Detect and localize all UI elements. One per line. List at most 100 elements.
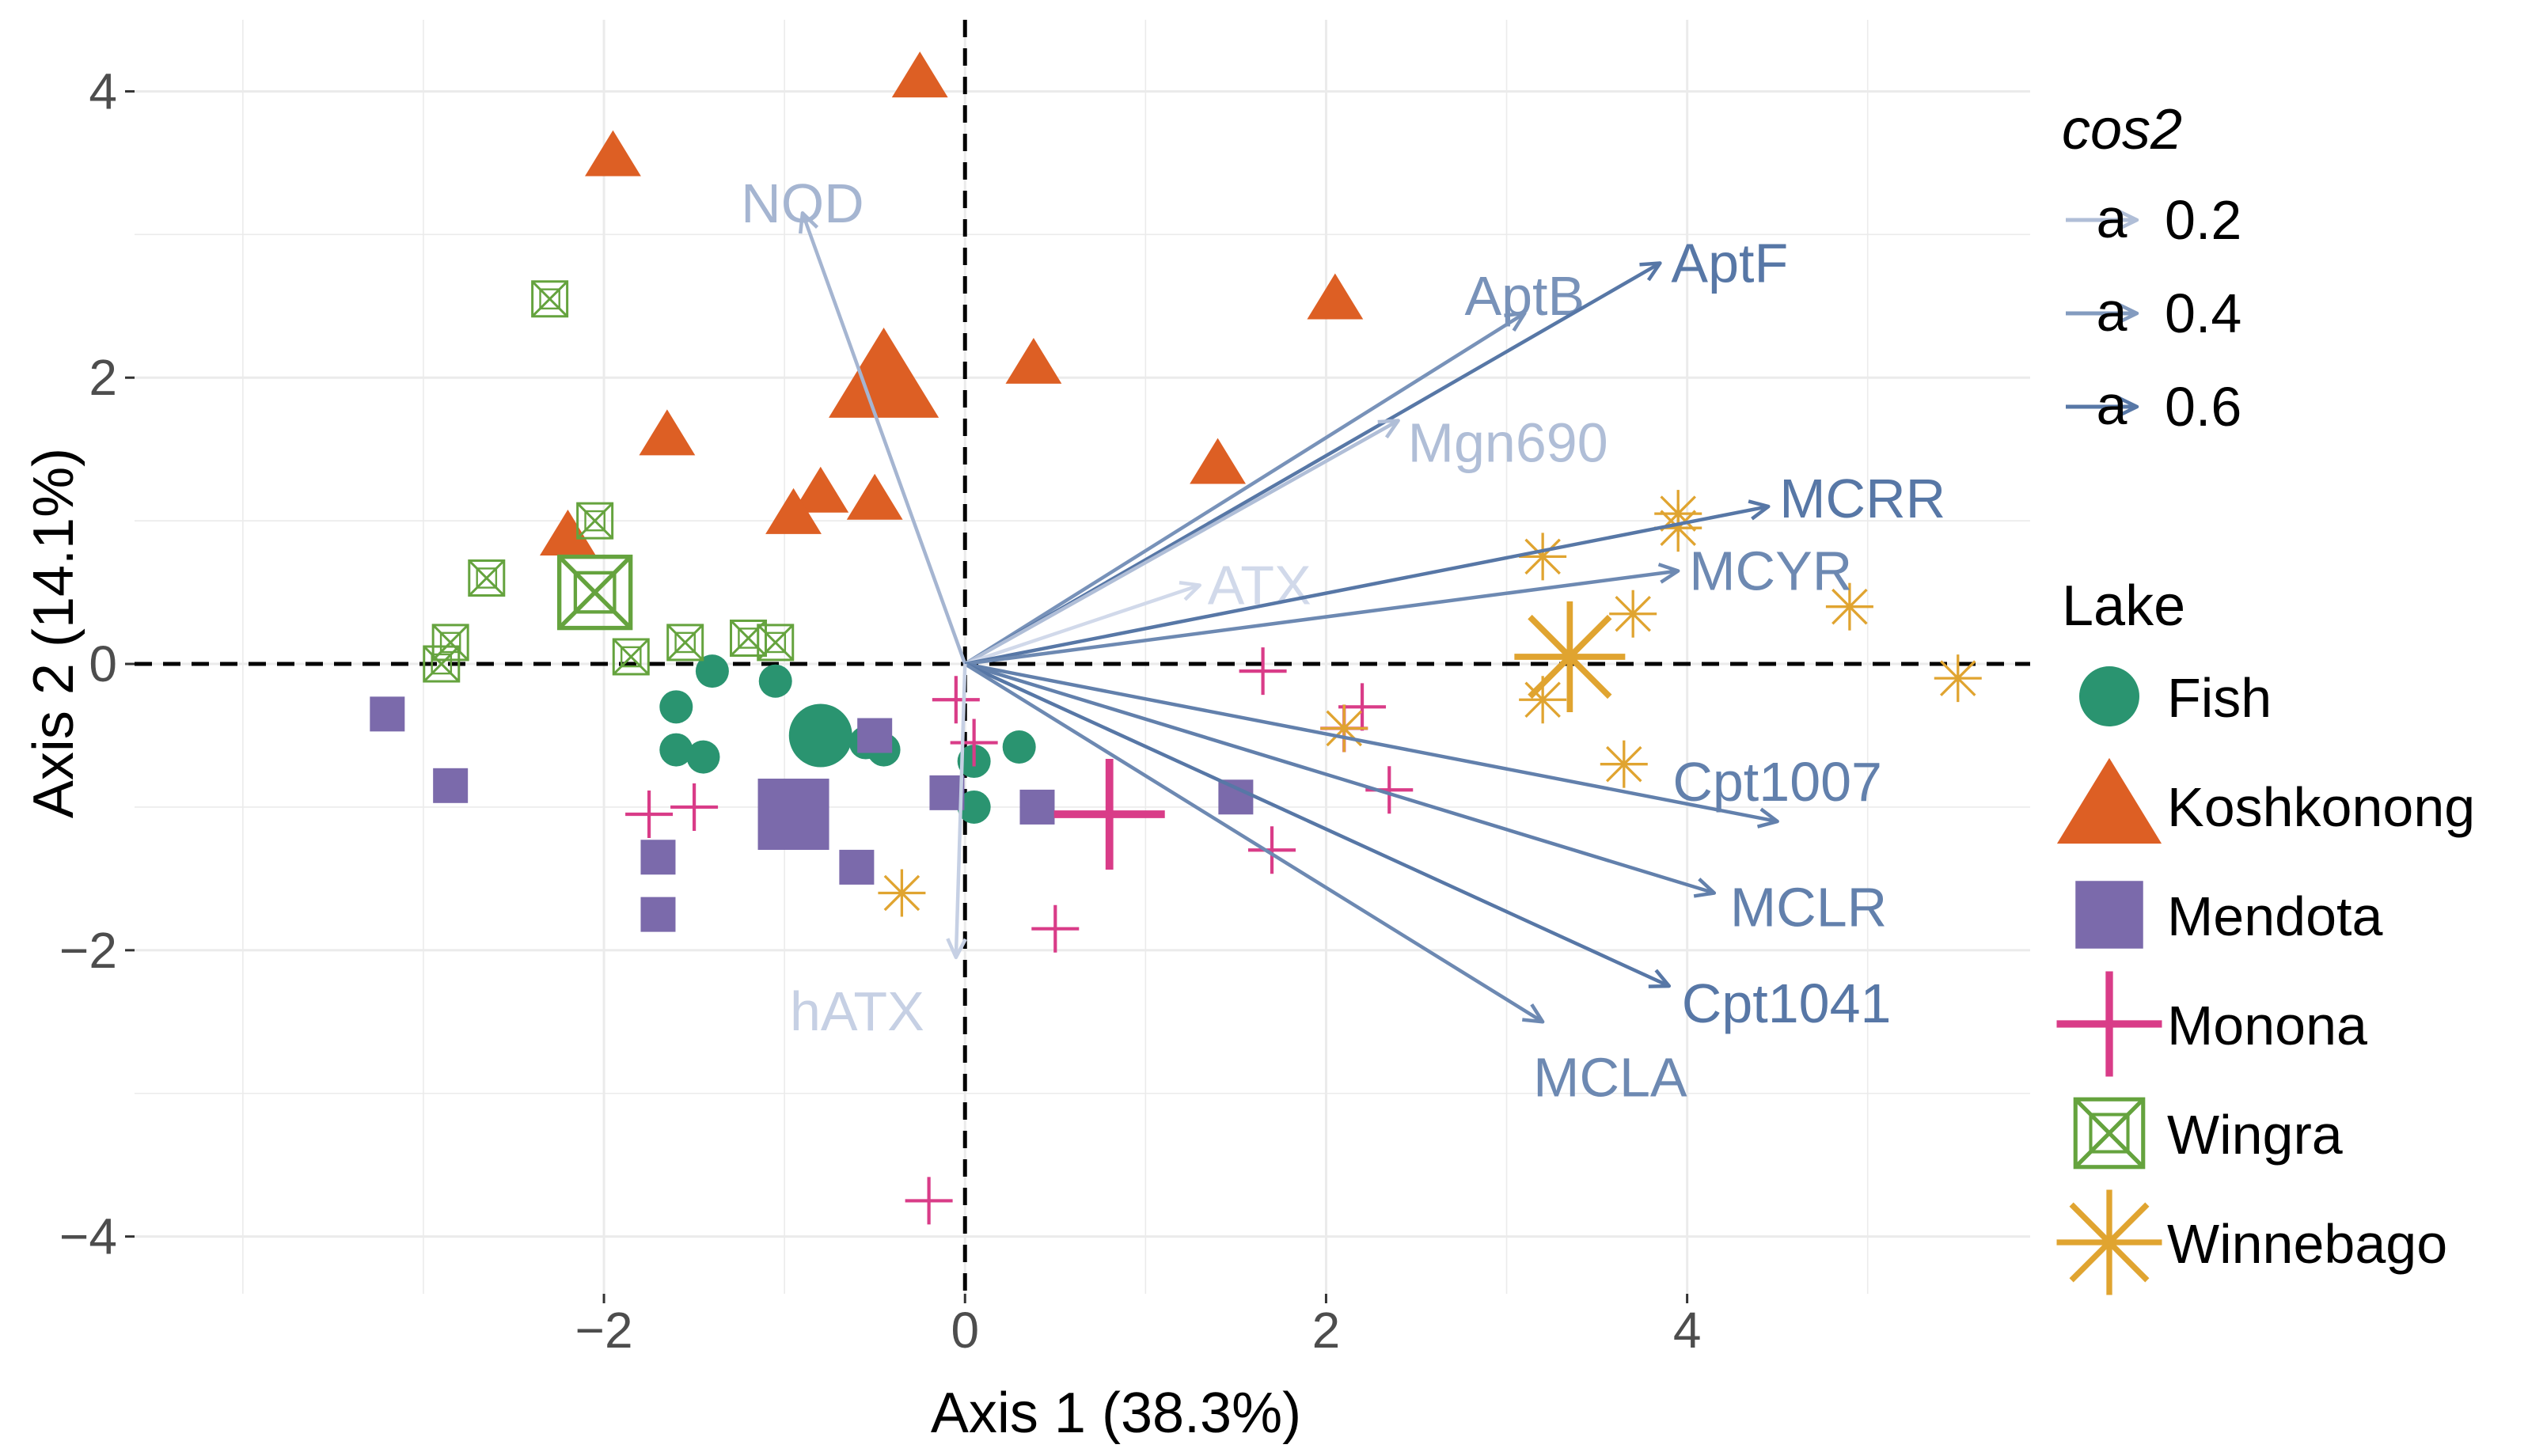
x-tick-label: 4 <box>1673 1302 1702 1359</box>
point-wingra <box>612 638 650 676</box>
vector-line-mcrr <box>964 504 1769 666</box>
point-mendota-shape <box>1218 779 1254 815</box>
vector-head-cpt1007 <box>1756 807 1779 828</box>
point-monona <box>905 1177 953 1225</box>
point-mendota <box>370 696 405 732</box>
vector-label-mcrr: MCRR <box>1779 468 1945 529</box>
point-mendota <box>929 775 965 810</box>
vector-head-mcyr <box>1657 563 1680 584</box>
x-tick-label: −2 <box>575 1302 633 1359</box>
point-wingra <box>666 624 704 662</box>
vector-hatx: hATX <box>790 663 967 1042</box>
y-tick-label: 0 <box>89 635 117 692</box>
x-tick-label: 2 <box>1312 1302 1341 1359</box>
vector-mcyr: MCYR <box>964 540 1852 666</box>
point-wingra-box <box>612 638 650 676</box>
vector-mclr: MCLR <box>964 662 1887 938</box>
centroid-wingra-inner-box <box>573 571 617 614</box>
centroid-fish-shape <box>788 703 852 768</box>
point-wingra-diag2 <box>666 624 704 661</box>
lake-legend-key-fish-shape <box>2079 666 2139 726</box>
point-monona <box>1248 826 1296 874</box>
centroid-mendota-shape <box>757 778 829 850</box>
centroid-wingra-diag2 <box>557 555 632 630</box>
point-wingra-diag2 <box>576 502 613 540</box>
point-monona <box>1031 904 1080 953</box>
point-koshkonong <box>585 130 641 176</box>
lake-legend-entry-fish: Fish <box>2079 666 2272 729</box>
lake-legend-key-winnebago-d2 <box>2069 1202 2150 1283</box>
lake-legend-label: Monona <box>2167 995 2367 1056</box>
point-koshkonong-shape <box>765 487 822 534</box>
cos2-legend-label: 0.6 <box>2165 376 2241 438</box>
y-tick-label: 2 <box>89 349 117 406</box>
lake-legend-key-winnebago <box>2056 1189 2162 1295</box>
point-mendota-shape <box>370 696 405 732</box>
y-axis-title: Axis 2 (14.1%) <box>22 448 85 818</box>
centroid-winnebago <box>1514 601 1626 712</box>
point-koshkonong <box>1190 438 1246 484</box>
lake-legend-key-fish <box>2079 666 2139 726</box>
point-fish-shape <box>957 790 991 824</box>
vector-mcla: MCLA <box>964 662 1687 1108</box>
point-mendota <box>1019 789 1055 825</box>
vector-line-mclr <box>964 662 1715 895</box>
vector-line-cpt1007 <box>964 662 1778 824</box>
point-wingra-box <box>576 502 614 540</box>
centroid-winnebago-d2 <box>1528 614 1612 700</box>
point-mendota-shape <box>1019 789 1055 825</box>
point-winnebago <box>1609 590 1657 638</box>
y-tick-label: 4 <box>89 63 117 119</box>
point-wingra-box <box>531 280 569 318</box>
point-koshkonong-shape <box>639 409 696 456</box>
point-fish <box>758 664 792 698</box>
point-winnebago-d2 <box>1831 588 1868 625</box>
vector-cpt1041: Cpt1041 <box>964 662 1892 1034</box>
point-wingra <box>576 502 614 540</box>
lake-legend-key-wingra <box>2073 1097 2146 1170</box>
point-mendota-shape <box>857 718 893 753</box>
lake-legend-key-koshkonong-shape <box>2056 757 2162 844</box>
point-fish <box>686 740 720 774</box>
point-winnebago <box>1320 704 1368 753</box>
vector-head-atx <box>1179 581 1202 601</box>
point-monona <box>1239 647 1287 696</box>
vector-head-hatx <box>946 938 967 960</box>
vector-label-mcla: MCLA <box>1533 1046 1687 1108</box>
vector-head-aptf <box>1639 261 1662 282</box>
loading-vectors: NODAptBAptFMgn690ATXMCRRMCYRCpt1007MCLRC… <box>741 173 1945 1108</box>
vector-mgn690: Mgn690 <box>964 412 1608 666</box>
point-mendota <box>839 849 875 885</box>
point-fish-shape <box>686 740 720 774</box>
point-wingra <box>468 559 506 597</box>
point-koshkonong-shape <box>1190 438 1246 484</box>
point-monona <box>1338 683 1387 731</box>
axes: Axis 1 (38.3%) Axis 2 (14.1%) −2 0 2 4 −4 −2 0… <box>22 63 1701 1445</box>
cos2-legend-entry: a 0.2 <box>2066 188 2241 251</box>
vector-label-mcyr: MCYR <box>1689 540 1852 601</box>
lake-legend-entry-wingra: Wingra <box>2073 1097 2343 1170</box>
point-mendota-shape <box>839 849 875 885</box>
lake-legend-label: Fish <box>2167 667 2272 729</box>
cos2-legend-arrowhead <box>2117 302 2139 324</box>
vector-label-cpt1041: Cpt1041 <box>1682 973 1892 1034</box>
point-wingra <box>757 624 795 662</box>
cos2-legend-entry: a 0.4 <box>2066 281 2241 344</box>
vector-line-mcla <box>964 662 1544 1024</box>
vector-head-mcrr <box>1748 499 1771 521</box>
x-tick-label: 0 <box>951 1302 979 1359</box>
lake-legend-entry-monona: Monona <box>2056 971 2367 1077</box>
point-koshkonong-shape <box>792 466 849 513</box>
point-winnebago-d2 <box>1939 660 1976 696</box>
point-mendota-shape <box>433 768 469 803</box>
point-winnebago <box>878 869 926 917</box>
point-wingra-box <box>423 645 461 683</box>
point-koshkonong-shape <box>846 473 903 520</box>
point-fish <box>659 690 693 724</box>
cos2-legend-arrowhead <box>2117 209 2139 231</box>
point-wingra-diag2 <box>531 280 568 317</box>
point-koshkonong <box>1005 337 1062 384</box>
vector-label-cpt1007: Cpt1007 <box>1672 751 1882 813</box>
y-tick-label: −2 <box>59 922 117 979</box>
point-winnebago-d2 <box>1606 745 1642 783</box>
